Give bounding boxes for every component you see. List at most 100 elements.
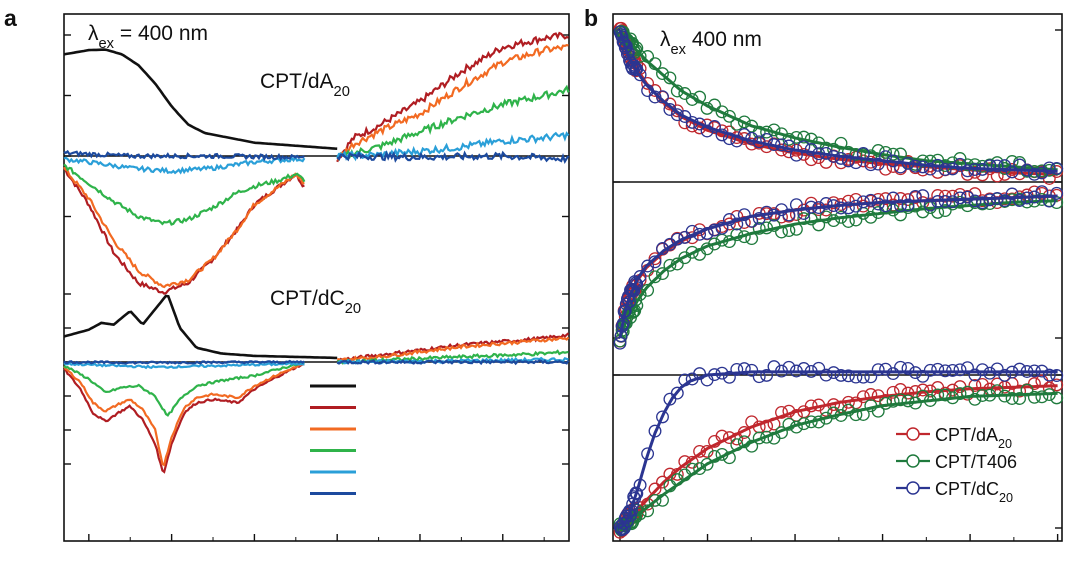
data-point <box>641 76 655 90</box>
data-point <box>1013 194 1027 207</box>
data-point <box>990 377 1004 391</box>
stationary-absorption-line <box>63 294 338 360</box>
sample-label-dA20-part: CPT/dA <box>260 70 334 93</box>
panel-a-frame <box>63 13 570 542</box>
data-point <box>656 67 669 81</box>
data-point <box>894 393 907 407</box>
data-point <box>834 368 848 382</box>
data-point <box>767 219 781 232</box>
fit-line <box>618 384 1058 530</box>
data-point <box>901 394 915 408</box>
data-point <box>886 394 900 408</box>
data-point <box>916 383 930 397</box>
data-point <box>629 276 643 290</box>
data-point <box>849 408 863 422</box>
excitation-label-b-part: λ <box>660 28 671 51</box>
data-point <box>620 47 634 61</box>
sample-label-dA20: CPT/dA20 <box>260 70 350 100</box>
data-point <box>1035 390 1049 404</box>
data-point <box>998 368 1012 382</box>
data-point <box>938 388 952 402</box>
data-point <box>1050 161 1064 175</box>
data-point <box>1005 165 1019 179</box>
excitation-label-b: λex 400 nm <box>660 28 762 58</box>
data-point <box>983 159 997 173</box>
sample-label-dA20-part: 20 <box>334 84 350 100</box>
sample-label-dC20: CPT/dC20 <box>270 287 361 317</box>
ta-series-line <box>63 84 570 226</box>
panel-a-letter: a <box>4 5 17 31</box>
data-point <box>916 205 930 219</box>
data-point <box>998 194 1012 208</box>
data-point <box>901 361 915 375</box>
data-point <box>760 368 774 382</box>
data-point <box>894 192 907 205</box>
data-point <box>1050 369 1064 382</box>
data-point <box>693 117 707 131</box>
data-point <box>1005 392 1019 405</box>
legend-b-label-part: CPT/dA <box>935 425 998 445</box>
legend-b-swatch-marker <box>906 454 920 468</box>
ta-series-line <box>63 356 569 370</box>
data-point <box>923 363 937 377</box>
data-point <box>812 361 826 375</box>
data-point <box>804 142 818 156</box>
data-point <box>812 218 826 232</box>
data-point <box>797 362 811 375</box>
data-point <box>879 199 893 213</box>
data-point <box>901 198 915 212</box>
data-point <box>938 204 952 218</box>
ta-series-line <box>63 149 570 164</box>
legend-b-label-part: 20 <box>998 437 1012 451</box>
data-point <box>648 252 662 266</box>
fit-line <box>618 199 1058 339</box>
data-point <box>953 157 967 171</box>
data-point <box>953 387 967 401</box>
data-point <box>1013 384 1027 398</box>
ta-series-line <box>63 43 569 289</box>
excitation-label: λex = 400 nm <box>88 22 208 52</box>
data-point <box>894 147 907 161</box>
data-point <box>708 237 721 251</box>
data-point <box>1027 167 1041 181</box>
data-point <box>1005 187 1019 201</box>
data-point <box>961 190 974 204</box>
data-point <box>1042 368 1056 382</box>
data-point <box>886 367 900 381</box>
excitation-label-part: λ <box>88 22 99 45</box>
data-point <box>953 363 967 377</box>
data-point <box>879 362 893 376</box>
data-point <box>841 201 855 215</box>
data-point <box>864 210 878 224</box>
data-point <box>1013 362 1027 376</box>
data-point <box>871 157 885 171</box>
data-point <box>633 270 647 283</box>
data-point <box>819 210 833 224</box>
data-point <box>670 386 684 400</box>
sample-label-dC20-part: CPT/dC <box>270 287 345 310</box>
legend-b-label-part: CPT/T406 <box>935 452 1017 472</box>
data-point <box>946 195 960 209</box>
data-point <box>693 462 707 476</box>
data-point <box>894 208 907 222</box>
ta-series-line <box>63 131 570 175</box>
data-point <box>827 406 841 420</box>
data-point <box>975 363 989 377</box>
data-point <box>1042 161 1056 175</box>
excitation-label-b-part: ex <box>671 42 687 58</box>
data-point <box>663 258 677 272</box>
data-point <box>737 208 751 222</box>
data-point <box>871 192 885 206</box>
data-point <box>752 221 766 235</box>
data-point <box>641 259 655 273</box>
data-point <box>656 410 669 424</box>
excitation-label-b-part: 400 nm <box>686 28 762 51</box>
data-point <box>730 217 744 231</box>
excitation-label-part: = 400 nm <box>114 22 208 45</box>
data-point <box>1035 193 1049 206</box>
data-point <box>923 162 937 176</box>
data-point <box>782 208 796 222</box>
data-point <box>849 213 863 227</box>
data-point <box>745 363 759 377</box>
